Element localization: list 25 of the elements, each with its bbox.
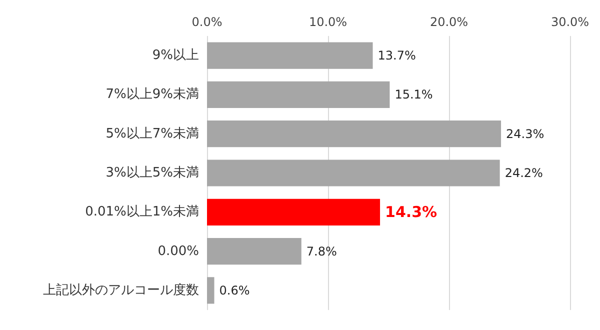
data-label: 24.3%: [506, 126, 544, 141]
bar: [207, 120, 502, 148]
y-tick-label: 0.00%: [158, 244, 199, 259]
x-tick-label: 30.0%: [550, 15, 590, 29]
data-label: 14.3%: [385, 203, 438, 222]
y-tick-label: 5%以上7%未満: [106, 126, 199, 142]
y-tick-label: 0.01%以上1%未満: [85, 204, 199, 220]
bar: [207, 160, 500, 186]
data-label: 13.7%: [378, 48, 416, 63]
y-tick-label: 7%以上9%未満: [106, 87, 199, 102]
bar: [207, 277, 214, 304]
bar: [207, 42, 373, 69]
y-tick-label: 3%以上5%未満: [106, 166, 199, 180]
x-tick-label: 20.0%: [430, 15, 468, 29]
data-label: 15.1%: [394, 88, 433, 102]
x-tick-label: 0.0%: [192, 15, 222, 29]
data-label: 24.2%: [504, 166, 543, 180]
data-label: 7.8%: [306, 244, 337, 258]
bar: [207, 81, 390, 108]
data-label: 0.6%: [219, 283, 250, 298]
x-tick-label: 10.0%: [308, 15, 348, 29]
y-tick-label: 上記以外のアルコール度数: [43, 282, 199, 298]
bar: [207, 238, 302, 265]
y-tick-label: 9%以上: [152, 48, 199, 64]
bar: [207, 198, 380, 226]
